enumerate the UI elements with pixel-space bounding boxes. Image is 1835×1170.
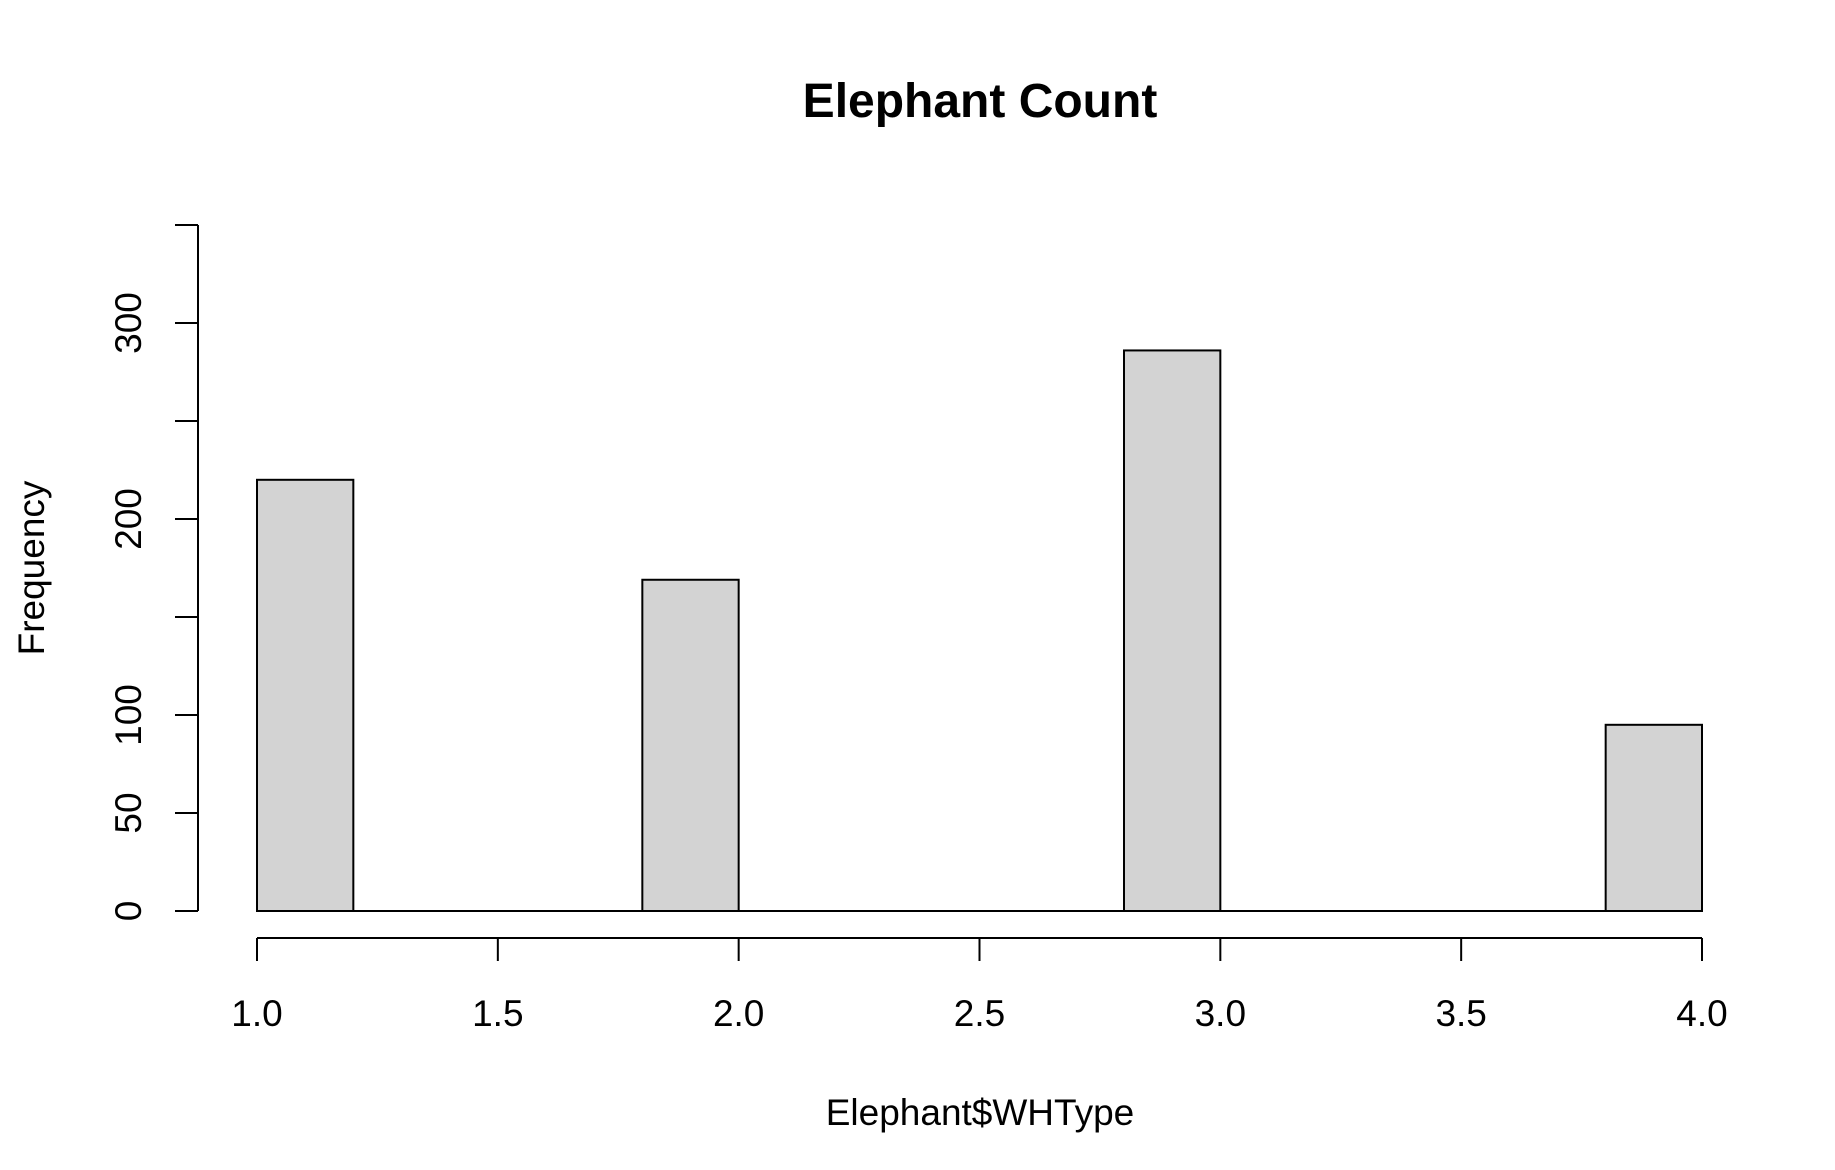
x-axis-label: Elephant$WHType bbox=[826, 1092, 1135, 1133]
bar-14 bbox=[1604, 723, 1703, 912]
x-tick-label-4: 3.0 bbox=[1195, 993, 1246, 1034]
y-tick-label-4: 200 bbox=[108, 488, 149, 550]
x-tick-label-0: 1.0 bbox=[231, 993, 282, 1034]
bar-9 bbox=[1123, 349, 1222, 912]
chart-title: Elephant Count bbox=[803, 75, 1158, 128]
x-tick-label-5: 3.5 bbox=[1435, 993, 1486, 1034]
bars-group bbox=[256, 349, 1703, 912]
x-axis: 1.0 1.5 2.0 2.5 3.0 3.5 4.0 bbox=[231, 937, 1728, 1034]
y-axis-label: Frequency bbox=[11, 480, 52, 655]
x-tick-label-1: 1.5 bbox=[472, 993, 523, 1034]
x-tick-label-6: 4.0 bbox=[1676, 993, 1727, 1034]
y-tick-label-6: 300 bbox=[108, 292, 149, 354]
x-tick-label-3: 2.5 bbox=[954, 993, 1005, 1034]
y-tick-label-0: 0 bbox=[108, 901, 149, 922]
y-axis: 0 50 100 200 300 bbox=[108, 224, 199, 922]
y-tick-label-1: 50 bbox=[108, 792, 149, 833]
x-tick-label-2: 2.0 bbox=[713, 993, 764, 1034]
y-tick-label-2: 100 bbox=[108, 684, 149, 746]
bar-4 bbox=[641, 578, 740, 912]
bar-0 bbox=[256, 478, 355, 912]
